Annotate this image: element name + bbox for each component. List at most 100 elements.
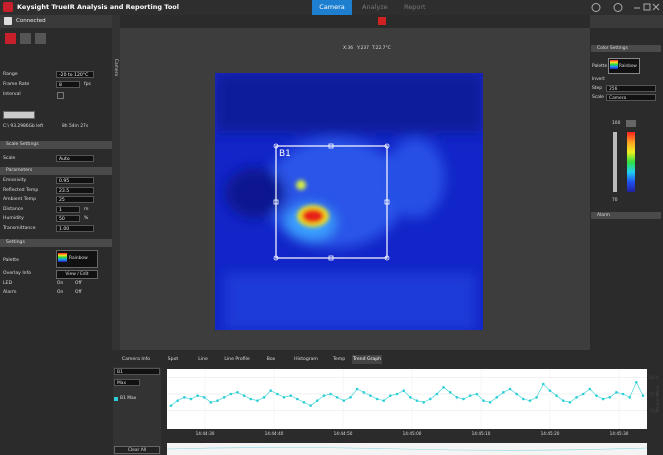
x-tick-label: 14:44:50: [334, 431, 353, 436]
thermal-shapes: [215, 73, 483, 330]
trend-point: [415, 399, 419, 402]
radio-off[interactable]: Off: [75, 290, 82, 295]
camera-icon: [4, 17, 12, 25]
stop-tool[interactable]: [378, 17, 386, 25]
trend-point: [222, 396, 226, 399]
ellipse: [225, 168, 285, 218]
measure-box[interactable]: [275, 145, 388, 259]
row-label: Invert: [592, 77, 605, 82]
trend-point: [548, 389, 552, 392]
settings-icon[interactable]: [591, 3, 601, 12]
trend-point: [196, 394, 199, 397]
panel-tab[interactable]: Camera Info: [121, 357, 151, 362]
trend-point: [462, 397, 465, 401]
trend-point: [435, 392, 439, 396]
trend-point: [262, 396, 266, 399]
time-left: 8h 54m 27s: [62, 124, 89, 129]
maximize[interactable]: [643, 3, 651, 11]
trend-point: [322, 394, 326, 397]
trend-point: [442, 386, 445, 389]
tab[interactable]: Analyze: [362, 3, 388, 11]
interval-checkbox[interactable]: [57, 92, 64, 99]
thermal-image[interactable]: B1: [215, 73, 483, 330]
param-field[interactable]: 25: [56, 196, 94, 203]
trend-point: [575, 396, 578, 399]
param-field[interactable]: 1.00: [56, 224, 94, 232]
range-slider[interactable]: [613, 132, 617, 192]
section-header[interactable]: Alarm: [591, 212, 661, 219]
info-icon[interactable]: [613, 3, 623, 12]
side-tab[interactable]: Camera: [113, 58, 119, 77]
trend-point: [256, 399, 259, 402]
trend-point: [502, 391, 505, 394]
focus-button[interactable]: [35, 33, 46, 44]
y-tick-label: 54.0: [649, 408, 659, 413]
param-field[interactable]: 23.5: [56, 186, 94, 194]
y-axis-label: Temperature: [655, 385, 661, 414]
tab[interactable]: Report: [404, 3, 426, 11]
box-handles[interactable]: [273, 143, 390, 261]
legend-swatch: [114, 397, 118, 401]
param-field[interactable]: 50: [56, 215, 80, 222]
panel-tab[interactable]: Temp: [332, 357, 346, 362]
trend-point: [309, 404, 312, 407]
panel-tab[interactable]: Spot: [167, 357, 179, 362]
ellipse: [302, 209, 324, 223]
panel-tab[interactable]: Line: [198, 357, 208, 362]
max-box[interactable]: [626, 120, 636, 127]
rect: [225, 273, 475, 330]
param-field[interactable]: 0.95: [56, 177, 94, 184]
trend-point: [335, 396, 339, 399]
rect: [328, 255, 334, 261]
trend-point: [428, 397, 432, 401]
row-label: Interval: [3, 92, 21, 97]
close[interactable]: [652, 3, 660, 11]
scale-field[interactable]: Auto: [56, 155, 94, 162]
frame-rate-field[interactable]: 8: [56, 81, 80, 88]
circle: [296, 180, 306, 190]
trend-point: [182, 396, 186, 399]
trend-point: [342, 399, 346, 402]
trend-point: [422, 401, 425, 404]
radio-off[interactable]: Off: [75, 281, 82, 286]
scale-field[interactable]: Camera: [606, 94, 656, 101]
radio-on[interactable]: On: [57, 281, 64, 286]
trend-point: [641, 394, 645, 397]
record-button[interactable]: [5, 33, 16, 44]
radio-on[interactable]: On: [57, 290, 64, 295]
trend-point: [395, 392, 399, 396]
clear-button[interactable]: Clear All: [114, 446, 160, 454]
mode-select[interactable]: Max: [114, 379, 140, 386]
range-field[interactable]: -20 to 120°C: [56, 71, 94, 78]
circle: [384, 255, 390, 261]
box-select[interactable]: B1: [114, 368, 160, 375]
cursor-temp: T:22.7°C: [372, 46, 391, 51]
trend-point: [468, 394, 472, 397]
panel-tab[interactable]: Histogram: [294, 357, 318, 362]
param-field[interactable]: 1: [56, 205, 80, 213]
trend-point: [296, 397, 299, 401]
snapshot-button[interactable]: [20, 33, 31, 44]
trend-point: [289, 394, 292, 397]
section-header[interactable]: Color Settings: [591, 45, 661, 52]
trend-point: [455, 396, 459, 399]
x-tick-label: 14:45:20: [541, 431, 560, 436]
tab[interactable]: Camera: [319, 3, 345, 11]
overlay-button[interactable]: View / Edit: [56, 270, 98, 279]
main-toolbar: [120, 15, 590, 28]
panel-tab[interactable]: Trend Graph: [352, 355, 382, 364]
section-header[interactable]: Settings: [0, 239, 112, 247]
panel-tab[interactable]: Line Profile: [224, 357, 250, 362]
row-label: Overlay Info: [3, 271, 32, 276]
trend-point: [528, 399, 532, 402]
trend-point: [369, 394, 372, 397]
panel-tab[interactable]: Box: [266, 357, 276, 362]
trend-point: [249, 397, 253, 401]
section-header[interactable]: Parameters: [0, 167, 112, 175]
section-header[interactable]: Scale Settings: [0, 141, 112, 149]
trend-chart: 54.0 55.0 56.0 Temperature 14:44:30 14:44:40 1…: [166, 369, 661, 455]
trend-point: [302, 401, 306, 404]
step-field[interactable]: 256: [606, 85, 656, 92]
trend-point: [482, 399, 485, 402]
